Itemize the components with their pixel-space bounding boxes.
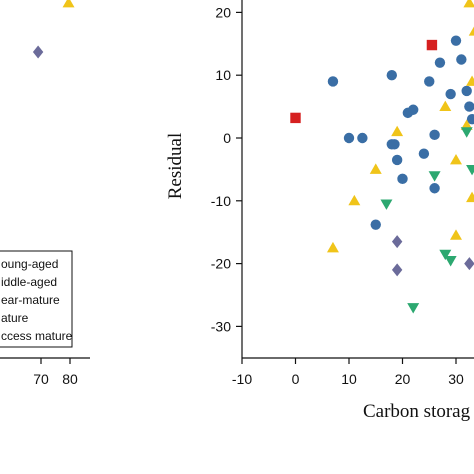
left-points [32,0,75,59]
data-point-circle [357,132,368,144]
x-tick-label: 20 [395,371,411,387]
data-point-circle [370,219,381,230]
data-point-triangle-down [444,256,457,267]
data-point-circle [418,148,430,159]
data-point-circle [445,88,456,100]
data-point-triangle [460,119,473,130]
data-point-diamond [391,235,403,249]
y-tick-label: 0 [223,130,231,146]
data-point-triangle [62,0,75,8]
y-tick-label: -30 [211,318,231,334]
data-point-triangle [468,26,474,36]
data-point-circle [397,173,408,185]
data-point-triangle [463,0,474,8]
data-point-triangle [450,154,462,165]
left-panel: 70 80 oung-aged iddle-aged ear-mature at… [0,0,90,387]
data-point-circle [434,57,446,68]
x-axis-title: Carbon storag [363,401,471,422]
data-point-triangle [369,163,382,174]
data-point-triangle [391,125,404,137]
data-point-diamond [391,263,403,277]
data-point-circle [429,183,440,194]
data-point-triangle-down [380,199,393,210]
data-point-circle [450,35,462,46]
data-point-circle [391,154,403,166]
y-tick-label: 20 [215,4,231,20]
data-point-circle [424,76,435,87]
data-point-triangle [466,191,474,203]
data-point-diamond [464,257,474,271]
y-ticks: -30 -20 -10 0 10 20 [211,4,242,334]
legend-label: iddle-aged [1,275,57,289]
data-point-circle [389,139,400,150]
data-point-triangle-down [460,127,473,138]
data-point-triangle [439,100,452,112]
x-tick-label: -10 [232,371,252,387]
x-tick-label: 0 [292,371,300,387]
data-point-diamond [32,45,44,59]
data-point-triangle-down [428,171,441,182]
data-point-triangle [466,75,474,86]
data-point-square [290,112,301,124]
y-axis-title: Residual [165,133,186,200]
legend-label: ccess mature [1,329,73,343]
data-point-circle [466,113,474,125]
data-point-triangle-down [439,249,452,261]
data-point-circle [464,101,474,112]
y-tick-label: -10 [211,193,231,209]
legend-label: oung-aged [1,257,58,271]
data-point-circle [343,132,355,144]
y-tick-label: -20 [211,256,231,272]
data-point-triangle-down [407,303,420,314]
data-point-triangle [450,229,462,240]
left-x-tick-label: 80 [62,371,78,387]
x-tick-label: 10 [341,371,357,387]
right-panel: -30 -20 -10 0 10 20 -10 0 10 20 30 Residual Carbo… [165,0,474,422]
data-point-circle [429,129,440,141]
data-point-triangle-down [466,164,474,176]
data-point-triangle [326,241,339,253]
x-ticks: -10 0 10 20 30 [232,358,464,387]
data-point-circle [386,70,397,81]
data-point-square [426,39,438,51]
legend: oung-aged iddle-aged ear-mature ature cc… [0,250,73,348]
data-point-circle [408,104,419,115]
legend-label: ear-mature [1,293,60,307]
x-tick-label: 30 [448,371,464,387]
data-point-circle [327,76,339,87]
plot-points [290,0,474,314]
data-point-circle [456,54,467,65]
legend-box [0,250,73,348]
left-x-tick-label: 70 [33,371,49,387]
y-tick-label: 10 [215,67,231,83]
data-point-triangle [348,194,361,206]
legend-label: ature [1,311,29,325]
data-point-circle [461,85,472,97]
